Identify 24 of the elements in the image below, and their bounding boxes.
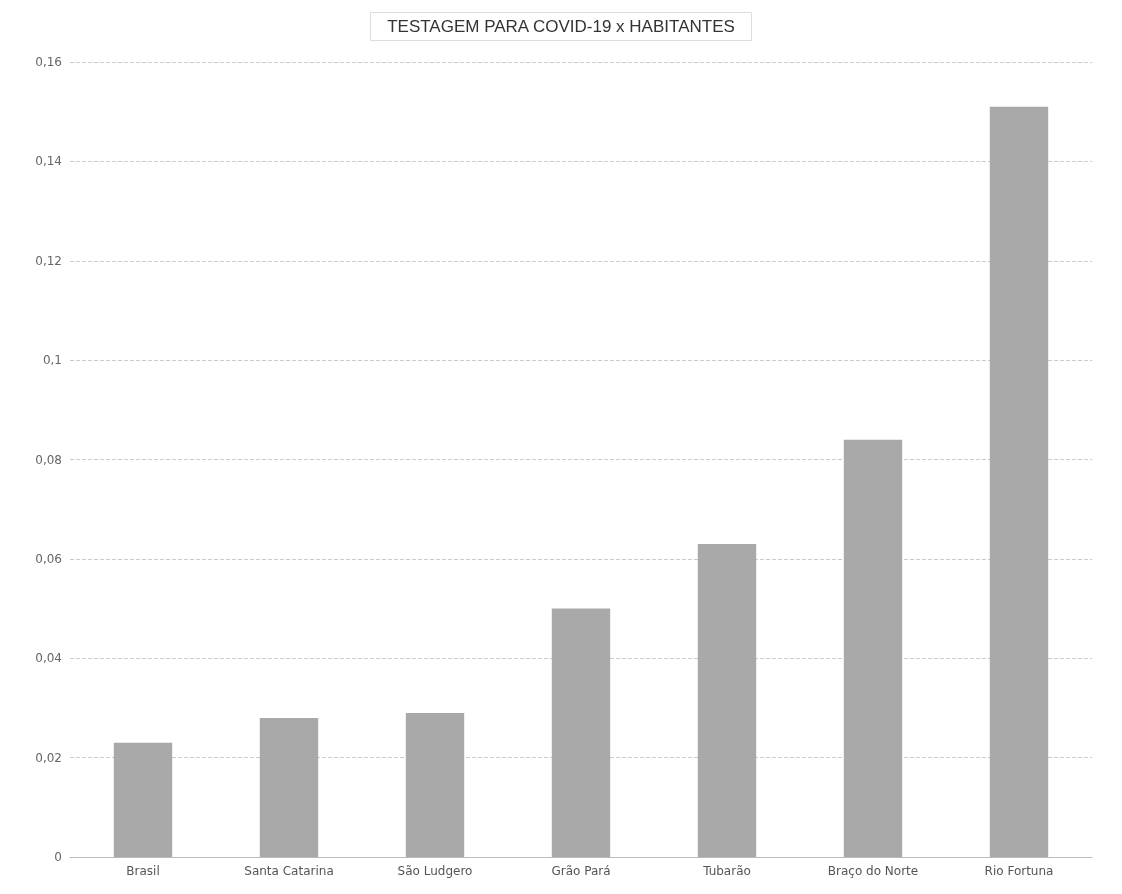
bar: [989, 106, 1049, 857]
bar: [697, 543, 757, 857]
bar: [551, 608, 611, 857]
chart-title: TESTAGEM PARA COVID-19 x HABITANTES: [387, 17, 735, 36]
x-tick-label: Santa Catarina: [244, 864, 334, 878]
y-tick-label: 0,1: [42, 353, 62, 368]
x-tick-label: Braço do Norte: [827, 864, 919, 878]
y-tick-label: 0,06: [35, 551, 62, 566]
bar: [259, 717, 319, 857]
y-tick-label: 0,04: [35, 651, 62, 666]
x-tick-label: Brasil: [126, 864, 160, 878]
y-tick-label: 0,16: [35, 55, 62, 69]
bar: [405, 712, 465, 857]
y-tick-label: 0,14: [35, 154, 62, 169]
y-tick-label: 0,12: [35, 253, 62, 268]
y-tick-label: 0: [54, 850, 62, 864]
y-tick-label: 0,02: [35, 750, 62, 765]
y-tick-label: 0,08: [35, 452, 62, 467]
x-tick-label: São Ludgero: [397, 864, 473, 878]
x-tick-label: Grão Pará: [551, 864, 611, 878]
bar: [843, 439, 903, 857]
bar: [113, 742, 173, 857]
x-tick-label: Rio Fortuna: [984, 864, 1054, 878]
x-tick-label: Tubarão: [702, 864, 751, 878]
